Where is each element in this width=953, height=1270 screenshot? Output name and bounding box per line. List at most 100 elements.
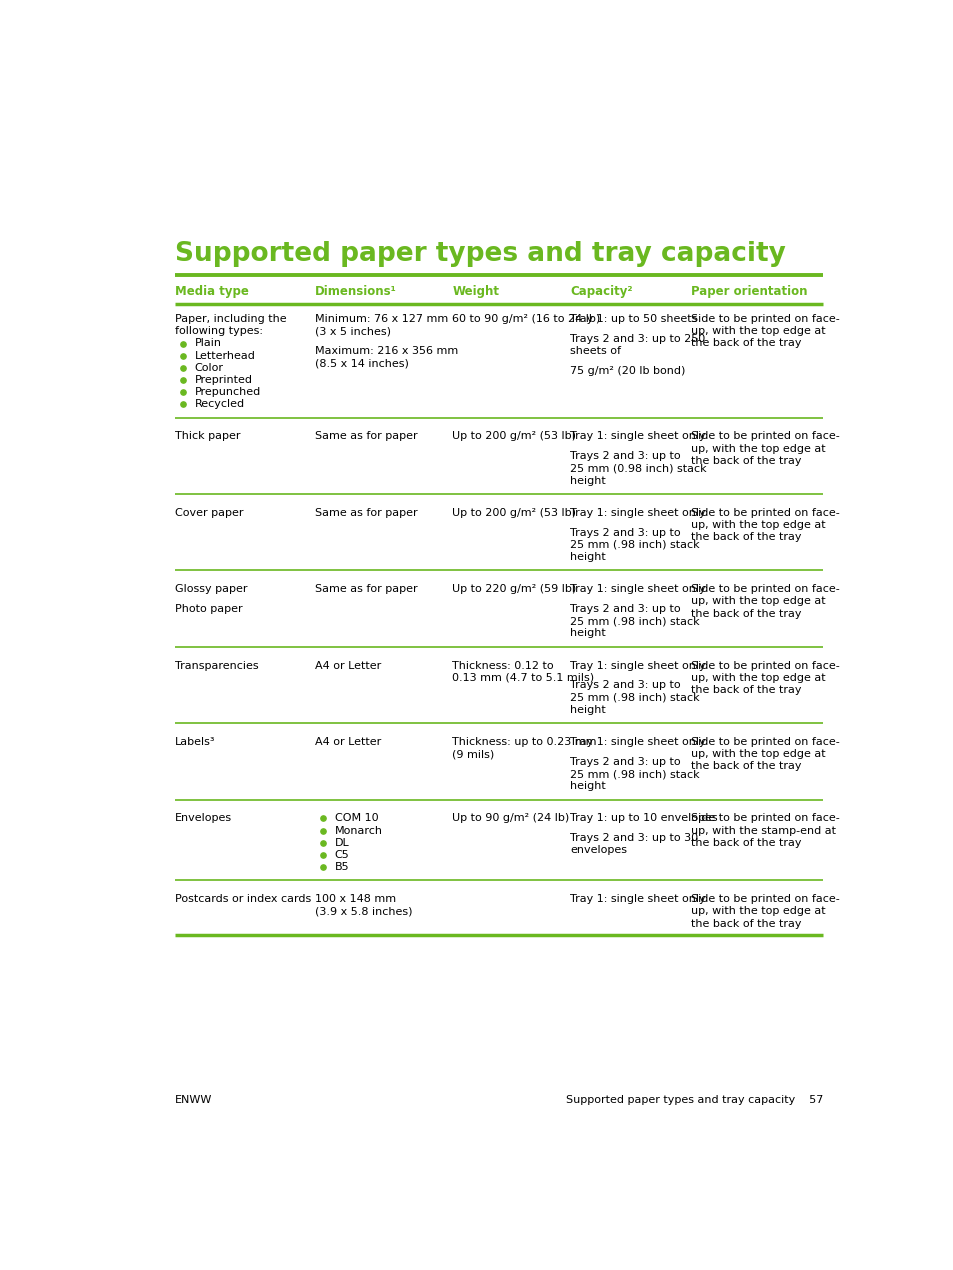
Text: Dimensions¹: Dimensions¹ xyxy=(315,284,396,298)
Text: Tray 1: single sheet only: Tray 1: single sheet only xyxy=(570,432,705,442)
Text: Trays 2 and 3: up to: Trays 2 and 3: up to xyxy=(570,528,680,537)
Text: Trays 2 and 3: up to: Trays 2 and 3: up to xyxy=(570,451,680,461)
Text: 25 mm (0.98 inch) stack: 25 mm (0.98 inch) stack xyxy=(570,464,706,474)
Text: up, with the top edge at: up, with the top edge at xyxy=(691,519,825,530)
Text: A4 or Letter: A4 or Letter xyxy=(315,737,381,747)
Text: the back of the tray: the back of the tray xyxy=(691,685,801,695)
Text: Capacity²: Capacity² xyxy=(570,284,632,298)
Text: sheets of: sheets of xyxy=(570,347,620,356)
Text: Thick paper: Thick paper xyxy=(174,432,240,442)
Text: following types:: following types: xyxy=(174,326,263,337)
Text: (3 x 5 inches): (3 x 5 inches) xyxy=(315,326,391,337)
Text: Prepunched: Prepunched xyxy=(194,387,260,398)
Text: Side to be printed on face-: Side to be printed on face- xyxy=(691,314,839,324)
Text: Trays 2 and 3: up to 30: Trays 2 and 3: up to 30 xyxy=(570,833,698,843)
Text: 0.13 mm (4.7 to 5.1 mils): 0.13 mm (4.7 to 5.1 mils) xyxy=(452,673,594,683)
Text: COM 10: COM 10 xyxy=(335,813,378,823)
Text: Tray 1: single sheet only: Tray 1: single sheet only xyxy=(570,737,705,747)
Text: (8.5 x 14 inches): (8.5 x 14 inches) xyxy=(315,358,409,368)
Text: the back of the tray: the back of the tray xyxy=(691,456,801,466)
Text: height: height xyxy=(570,629,605,639)
Text: Color: Color xyxy=(194,363,223,373)
Text: Trays 2 and 3: up to: Trays 2 and 3: up to xyxy=(570,605,680,615)
Text: Up to 90 g/m² (24 lb): Up to 90 g/m² (24 lb) xyxy=(452,813,569,823)
Text: Paper orientation: Paper orientation xyxy=(691,284,807,298)
Text: Weight: Weight xyxy=(452,284,499,298)
Text: up, with the stamp-end at: up, with the stamp-end at xyxy=(691,826,836,836)
Text: up, with the top edge at: up, with the top edge at xyxy=(691,443,825,453)
Text: up, with the top edge at: up, with the top edge at xyxy=(691,673,825,683)
Text: 25 mm (.98 inch) stack: 25 mm (.98 inch) stack xyxy=(570,616,700,626)
Text: Tray 1: single sheet only: Tray 1: single sheet only xyxy=(570,584,705,594)
Text: up, with the top edge at: up, with the top edge at xyxy=(691,326,825,337)
Text: Side to be printed on face-: Side to be printed on face- xyxy=(691,508,839,518)
Text: Up to 220 g/m² (59 lb): Up to 220 g/m² (59 lb) xyxy=(452,584,577,594)
Text: Postcards or index cards: Postcards or index cards xyxy=(174,894,311,904)
Text: Side to be printed on face-: Side to be printed on face- xyxy=(691,737,839,747)
Text: up, with the top edge at: up, with the top edge at xyxy=(691,749,825,759)
Text: Tray 1: single sheet only: Tray 1: single sheet only xyxy=(570,660,705,671)
Text: Supported paper types and tray capacity: Supported paper types and tray capacity xyxy=(174,241,785,267)
Text: C5: C5 xyxy=(335,850,349,860)
Text: (3.9 x 5.8 inches): (3.9 x 5.8 inches) xyxy=(315,907,413,917)
Text: the back of the tray: the back of the tray xyxy=(691,338,801,348)
Text: Labels³: Labels³ xyxy=(174,737,215,747)
Text: Side to be printed on face-: Side to be printed on face- xyxy=(691,894,839,904)
Text: A4 or Letter: A4 or Letter xyxy=(315,660,381,671)
Text: Same as for paper: Same as for paper xyxy=(315,432,417,442)
Text: Photo paper: Photo paper xyxy=(174,605,242,615)
Text: 25 mm (.98 inch) stack: 25 mm (.98 inch) stack xyxy=(570,692,700,702)
Text: Side to be printed on face-: Side to be printed on face- xyxy=(691,813,839,823)
Text: Recycled: Recycled xyxy=(194,399,244,409)
Text: Transparencies: Transparencies xyxy=(174,660,258,671)
Text: B5: B5 xyxy=(335,862,349,872)
Text: Same as for paper: Same as for paper xyxy=(315,508,417,518)
Text: Plain: Plain xyxy=(194,338,221,348)
Text: Paper, including the: Paper, including the xyxy=(174,314,286,324)
Text: 25 mm (.98 inch) stack: 25 mm (.98 inch) stack xyxy=(570,770,700,779)
Text: Cover paper: Cover paper xyxy=(174,508,243,518)
Text: (9 mils): (9 mils) xyxy=(452,749,495,759)
Text: up, with the top edge at: up, with the top edge at xyxy=(691,597,825,606)
Text: Preprinted: Preprinted xyxy=(194,375,253,385)
Text: Trays 2 and 3: up to: Trays 2 and 3: up to xyxy=(570,681,680,691)
Text: DL: DL xyxy=(335,838,349,847)
Text: Supported paper types and tray capacity    57: Supported paper types and tray capacity … xyxy=(565,1095,822,1105)
Text: Letterhead: Letterhead xyxy=(194,351,255,361)
Text: envelopes: envelopes xyxy=(570,846,627,856)
Text: 100 x 148 mm: 100 x 148 mm xyxy=(315,894,396,904)
Text: 25 mm (.98 inch) stack: 25 mm (.98 inch) stack xyxy=(570,540,700,550)
Text: Tray 1: up to 50 sheets: Tray 1: up to 50 sheets xyxy=(570,314,697,324)
Text: Trays 2 and 3: up to 250: Trays 2 and 3: up to 250 xyxy=(570,334,705,344)
Text: Thickness: 0.12 to: Thickness: 0.12 to xyxy=(452,660,554,671)
Text: Envelopes: Envelopes xyxy=(174,813,232,823)
Text: Tray 1: single sheet only: Tray 1: single sheet only xyxy=(570,508,705,518)
Text: Trays 2 and 3: up to: Trays 2 and 3: up to xyxy=(570,757,680,767)
Text: height: height xyxy=(570,705,605,715)
Text: 75 g/m² (20 lb bond): 75 g/m² (20 lb bond) xyxy=(570,366,685,376)
Text: Media type: Media type xyxy=(174,284,249,298)
Text: Tray 1: up to 10 envelopes: Tray 1: up to 10 envelopes xyxy=(570,813,718,823)
Text: height: height xyxy=(570,552,605,563)
Text: the back of the tray: the back of the tray xyxy=(691,838,801,847)
Text: Side to be printed on face-: Side to be printed on face- xyxy=(691,432,839,442)
Text: 60 to 90 g/m² (16 to 24 lb): 60 to 90 g/m² (16 to 24 lb) xyxy=(452,314,600,324)
Text: up, with the top edge at: up, with the top edge at xyxy=(691,907,825,917)
Text: the back of the tray: the back of the tray xyxy=(691,532,801,542)
Text: Same as for paper: Same as for paper xyxy=(315,584,417,594)
Text: Minimum: 76 x 127 mm: Minimum: 76 x 127 mm xyxy=(315,314,448,324)
Text: height: height xyxy=(570,781,605,791)
Text: Maximum: 216 x 356 mm: Maximum: 216 x 356 mm xyxy=(315,347,458,356)
Text: the back of the tray: the back of the tray xyxy=(691,918,801,928)
Text: height: height xyxy=(570,476,605,485)
Text: Up to 200 g/m² (53 lb): Up to 200 g/m² (53 lb) xyxy=(452,508,576,518)
Text: ENWW: ENWW xyxy=(174,1095,213,1105)
Text: Side to be printed on face-: Side to be printed on face- xyxy=(691,660,839,671)
Text: Side to be printed on face-: Side to be printed on face- xyxy=(691,584,839,594)
Text: Tray 1: single sheet only: Tray 1: single sheet only xyxy=(570,894,705,904)
Text: Thickness: up to 0.23 mm: Thickness: up to 0.23 mm xyxy=(452,737,597,747)
Text: the back of the tray: the back of the tray xyxy=(691,761,801,771)
Text: the back of the tray: the back of the tray xyxy=(691,608,801,618)
Text: Glossy paper: Glossy paper xyxy=(174,584,247,594)
Text: Monarch: Monarch xyxy=(335,826,382,836)
